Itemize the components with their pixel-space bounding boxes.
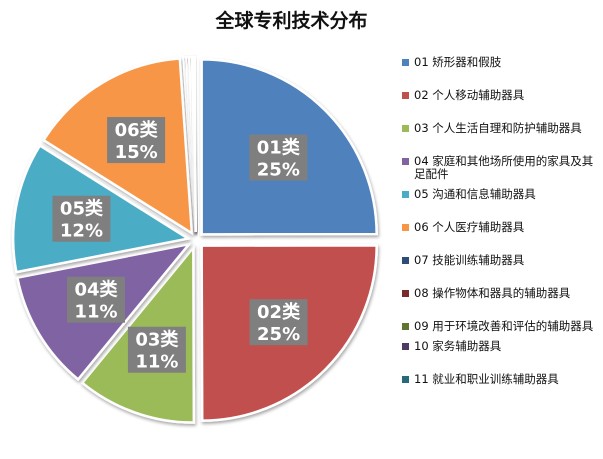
chart-legend: 01 矫形器和假肢 02 个人移动辅助器具 03 个人生活自理和防护辅助器具 04 家… <box>402 56 598 406</box>
data-label-percent: 15% <box>115 142 158 163</box>
data-label-box <box>66 276 125 323</box>
data-label-percent: 25% <box>257 324 300 345</box>
data-label-box <box>52 195 111 242</box>
legend-label: 11 就业和职业训练辅助器具 <box>414 372 559 386</box>
data-label-percent: 25% <box>257 160 300 181</box>
legend-item: 02 个人移动辅助器具 <box>402 89 598 102</box>
legend-swatch <box>402 125 409 132</box>
data-label-box <box>127 326 186 373</box>
data-label-category: 02类 <box>257 301 301 323</box>
legend-item: 08 操作物体和器具的辅助器具 <box>402 287 598 300</box>
legend-swatch <box>402 59 409 66</box>
legend-label: 09 用于环境改善和评估的辅助器具 <box>414 319 594 333</box>
data-label-percent: 12% <box>60 221 103 242</box>
legend-item: 04 家庭和其他场所使用的家具及其足配件 <box>402 155 598 181</box>
legend-item: 06 个人医疗辅助器具 <box>402 221 598 234</box>
legend-label: 06 个人医疗辅助器具 <box>414 220 525 234</box>
chart-title: 全球专利技术分布 <box>215 10 368 32</box>
legend-swatch <box>402 323 409 330</box>
legend-label: 02 个人移动辅助器具 <box>414 88 525 102</box>
legend-label: 05 沟通和信息辅助器具 <box>414 187 536 201</box>
legend-label: 03 个人生活自理和防护辅助器具 <box>414 121 582 135</box>
data-label-percent: 11% <box>74 302 117 323</box>
data-label-percent: 11% <box>135 352 178 373</box>
legend-item: 03 个人生活自理和防护辅助器具 <box>402 122 598 135</box>
legend-label: 01 矫形器和假肢 <box>414 55 502 69</box>
legend-swatch <box>402 92 409 99</box>
legend-item: 10 家务辅助器具 <box>402 340 598 353</box>
legend-label: 07 技能训练辅助器具 <box>414 253 525 267</box>
data-label-category: 04类 <box>74 279 118 301</box>
pie-slice <box>193 55 198 233</box>
legend-label: 10 家务辅助器具 <box>414 339 502 353</box>
data-label-box <box>107 117 166 164</box>
legend-item: 05 沟通和信息辅助器具 <box>402 188 598 201</box>
legend-swatch <box>402 257 409 264</box>
legend-swatch <box>402 376 409 383</box>
legend-swatch <box>402 191 409 198</box>
legend-item: 01 矫形器和假肢 <box>402 56 598 69</box>
data-label-category: 03类 <box>135 329 179 351</box>
legend-label: 08 操作物体和器具的辅助器具 <box>414 286 571 300</box>
legend-item: 07 技能训练辅助器具 <box>402 254 598 267</box>
data-label-category: 01类 <box>257 137 301 159</box>
data-label-category: 05类 <box>60 198 104 220</box>
legend-item: 11 就业和职业训练辅助器具 <box>402 373 598 386</box>
legend-swatch <box>402 290 409 297</box>
legend-swatch <box>402 224 409 231</box>
legend-swatch <box>402 343 409 350</box>
legend-label: 04 家庭和其他场所使用的家具及其足配件 <box>414 154 594 181</box>
data-label-box <box>249 299 308 346</box>
legend-swatch <box>402 158 409 165</box>
legend-item: 09 用于环境改善和评估的辅助器具 <box>402 320 598 333</box>
data-label-category: 06类 <box>115 119 159 141</box>
data-label-box <box>249 134 308 181</box>
